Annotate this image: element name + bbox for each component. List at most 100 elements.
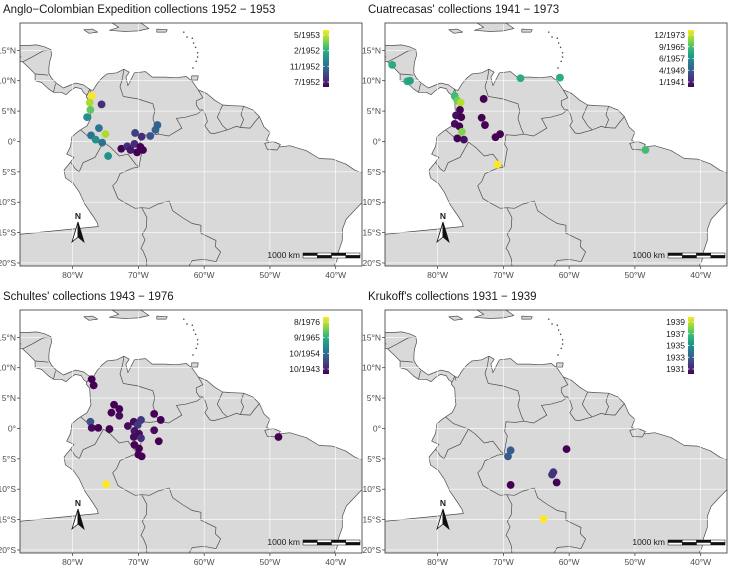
collection-point [137, 416, 145, 424]
lon-tick-label: 80°W [62, 270, 83, 280]
north-label: N [75, 211, 81, 221]
graticule [385, 23, 727, 266]
scale-bar: 1000 km [267, 250, 361, 260]
legend-label: 5/1953 [294, 30, 320, 40]
map-panel-1: Anglo−Colombian Expedition collections 1… [0, 4, 363, 280]
lon-tick-label: 40°W [325, 557, 346, 567]
lat-tick-label: 0° [373, 136, 381, 146]
landmass [20, 23, 362, 266]
lat-tick-label: 20°S [362, 258, 381, 268]
lat-tick-label: 20°S [362, 545, 381, 555]
panel-frame [19, 22, 363, 267]
lon-tick-label: 50°W [259, 270, 280, 280]
lat-tick-label: 10°N [0, 363, 16, 373]
collection-point [456, 105, 464, 114]
lon-tick-label: 70°W [493, 270, 514, 280]
lat-tick-label: 10°S [362, 484, 381, 494]
legend-label: 1933 [666, 352, 685, 362]
collection-point [137, 434, 145, 443]
collection-point [131, 129, 139, 137]
collection-point [86, 105, 95, 114]
collection-point [460, 135, 468, 144]
map-panel-2: Cuatrecasas' collections 1941 − 1973 80°W… [362, 4, 728, 280]
panel-title: Krukoff's collections 1931 − 1939 [368, 291, 537, 303]
collection-point [562, 445, 571, 454]
collection-point [156, 416, 165, 424]
lat-tick-label: 5°N [367, 393, 381, 403]
lat-tick-label: 10°N [362, 363, 381, 373]
lat-tick-label: 5°N [2, 106, 16, 116]
collection-point [496, 130, 504, 139]
collection-point [117, 144, 126, 153]
collection-point [102, 480, 111, 489]
panel-frame [384, 22, 728, 267]
collection-point [87, 423, 96, 432]
lon-tick-label: 80°W [427, 270, 448, 280]
collection-point [274, 433, 283, 441]
scale-bar: 1000 km [632, 250, 726, 260]
panel-title: Anglo−Colombian Expedition collections 1… [3, 4, 275, 16]
collection-point [479, 95, 488, 103]
lat-tick-label: 15°S [0, 515, 16, 525]
collection-point [150, 426, 159, 435]
scale-bar: 1000 km [632, 537, 726, 547]
collection-point [115, 411, 124, 420]
collection-point [539, 515, 548, 523]
collection-point [552, 478, 561, 487]
lat-tick-label: 15°N [0, 332, 16, 342]
collection-point [453, 134, 462, 143]
scale-label: 1000 km [267, 537, 300, 547]
lat-tick-label: 5°N [2, 393, 16, 403]
legend-label: 8/1976 [294, 317, 320, 327]
collection-point [388, 61, 397, 69]
collection-point [97, 100, 106, 109]
legend-label: 10/1954 [289, 348, 320, 358]
legend-label: 1939 [666, 317, 685, 327]
date-legend: 8/1976 9/1965 10/1954 10/1943 [289, 317, 329, 374]
legend-label: 9/1965 [294, 333, 320, 343]
graticule [385, 310, 727, 553]
north-arrow-icon: N [436, 211, 450, 244]
collection-point [126, 146, 135, 154]
lon-tick-label: 80°W [427, 557, 448, 567]
lon-tick-label: 60°W [559, 270, 580, 280]
lon-tick-label: 60°W [559, 557, 580, 567]
legend-label: 12/1973 [654, 30, 685, 40]
collection-point [87, 92, 96, 100]
collection-point [506, 446, 515, 455]
graticule [20, 23, 362, 266]
lat-tick-label: 0° [8, 136, 16, 146]
north-label: N [440, 211, 446, 221]
scale-bar: 1000 km [267, 537, 361, 547]
collection-point [135, 444, 143, 453]
lat-tick-label: 5°N [367, 106, 381, 116]
legend-label: 7/1952 [294, 77, 320, 87]
landmass [385, 23, 727, 266]
collection-point [105, 425, 114, 433]
lat-tick-label: 5°S [2, 167, 16, 177]
collection-point [130, 139, 139, 148]
collection-point [493, 160, 502, 169]
collection-point [94, 423, 103, 432]
lat-tick-label: 10°S [0, 197, 16, 207]
collection-point [83, 113, 91, 122]
scale-label: 1000 km [632, 537, 665, 547]
collection-point [87, 375, 96, 384]
lat-tick-label: 5°S [367, 454, 381, 464]
collection-point [137, 132, 146, 141]
lat-tick-label: 15°N [362, 332, 381, 342]
legend-label: 11/1952 [290, 61, 320, 71]
lat-tick-label: 5°S [367, 167, 381, 177]
lon-tick-label: 50°W [259, 557, 280, 567]
lon-tick-label: 50°W [624, 557, 645, 567]
north-arrow-icon: N [71, 211, 85, 244]
collection-point [107, 408, 116, 417]
lat-tick-label: 15°S [362, 515, 381, 525]
collection-point [406, 76, 414, 85]
country-borders [385, 336, 625, 553]
lon-tick-label: 70°W [128, 557, 149, 567]
lat-tick-label: 10°N [0, 76, 16, 86]
lon-tick-label: 70°W [128, 270, 149, 280]
lon-tick-label: 70°W [493, 557, 514, 567]
